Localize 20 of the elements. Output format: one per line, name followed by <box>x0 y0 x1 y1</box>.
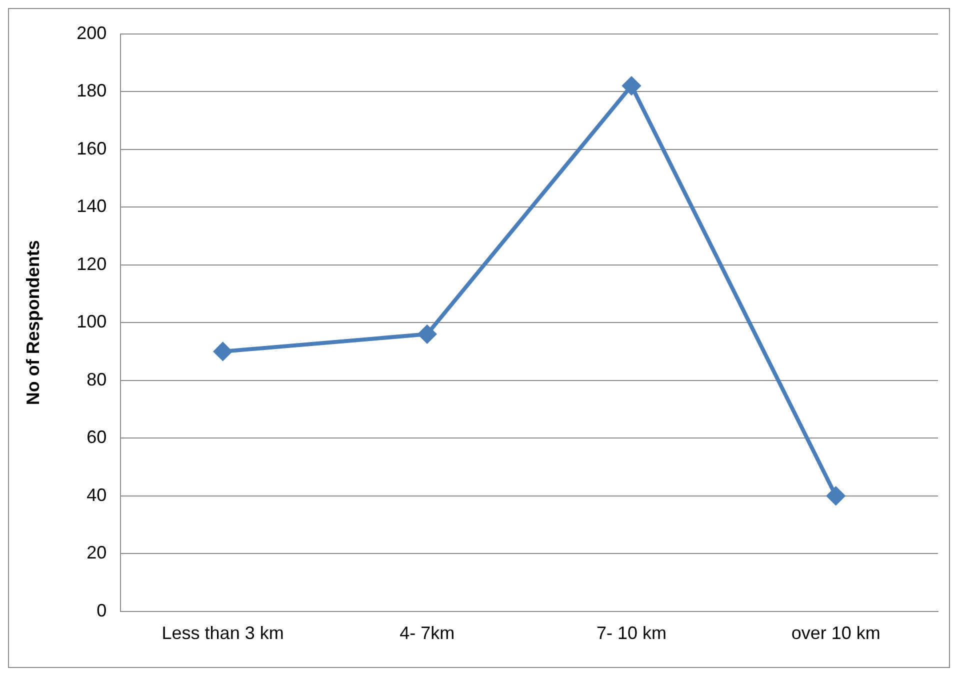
point <box>418 325 436 344</box>
y-tick-label: 100 <box>76 312 107 332</box>
y-tick-label: 20 <box>86 542 107 563</box>
y-tick-label: 80 <box>86 369 107 390</box>
y-tick-label: 60 <box>86 427 107 448</box>
y-tick-label: 0 <box>96 600 107 620</box>
x-tick-label: 7- 10 km <box>596 623 667 644</box>
y-tick-label: 140 <box>76 196 107 216</box>
point <box>214 342 232 360</box>
y-tick-label: 40 <box>86 484 107 505</box>
y-tick-label: 180 <box>76 80 107 101</box>
point <box>622 76 640 95</box>
point <box>826 486 845 505</box>
y-tick-label: 160 <box>76 138 107 158</box>
y-axis-title: No of Respondents <box>22 240 43 406</box>
x-tick-label: Less than 3 km <box>162 623 284 644</box>
x-tick-label: over 10 km <box>791 623 880 644</box>
y-tick-label: 120 <box>76 254 107 274</box>
y-tick-label: 200 <box>76 22 107 43</box>
x-tick-label: 4- 7km <box>400 623 455 644</box>
